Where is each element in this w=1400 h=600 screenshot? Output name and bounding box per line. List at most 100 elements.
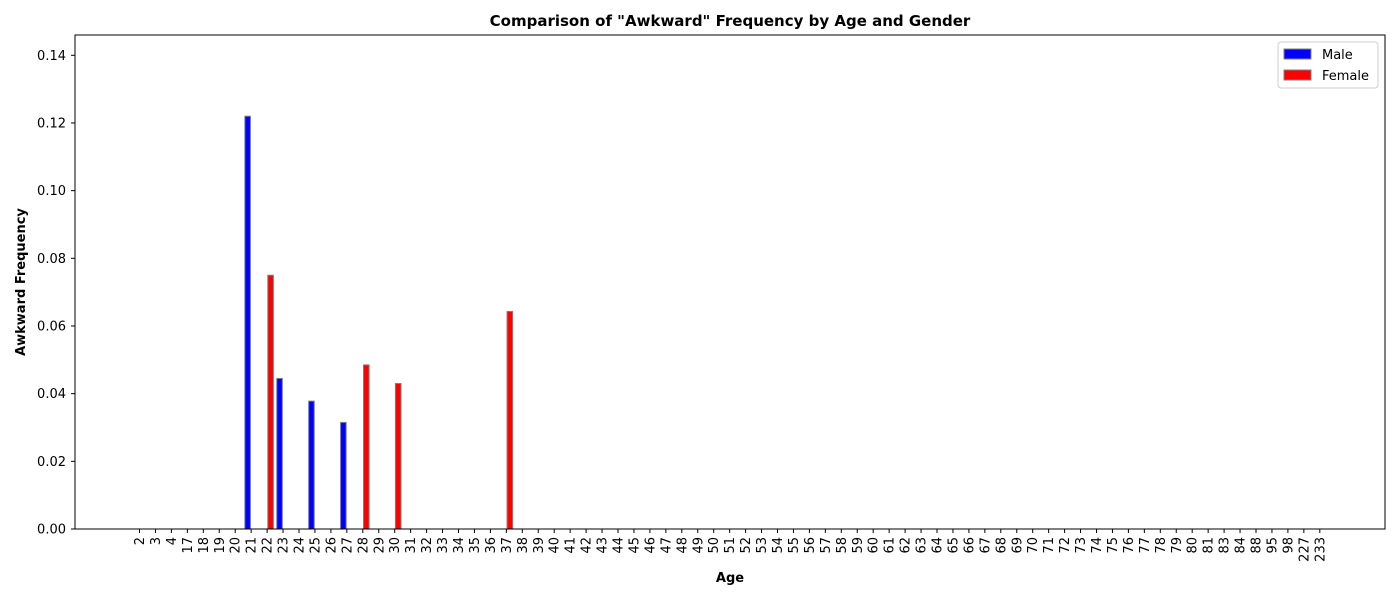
x-tick-label: 70 — [1026, 537, 1041, 554]
x-tick-label: 76 — [1122, 537, 1137, 554]
legend-swatch-female — [1283, 69, 1312, 81]
x-tick-label: 60 — [867, 537, 882, 554]
x-tick-label: 84 — [1234, 537, 1249, 554]
x-tick-label: 24 — [293, 537, 308, 554]
x-tick-label: 17 — [181, 537, 196, 554]
bar-male-23 — [276, 377, 283, 530]
x-tick-label: 33 — [436, 537, 451, 554]
x-tick-label: 73 — [1074, 537, 1089, 554]
x-tick-label: 32 — [420, 537, 435, 554]
x-tick-label: 95 — [1265, 537, 1280, 554]
y-tick-label: 0.00 — [37, 523, 66, 538]
y-tick-label: 0.04 — [37, 387, 66, 402]
x-tick-label: 52 — [739, 537, 754, 554]
x-tick-label: 83 — [1218, 537, 1233, 554]
x-tick-label: 48 — [675, 537, 690, 554]
x-tick-label: 39 — [532, 537, 547, 554]
y-axis: 0.00 0.02 0.04 0.06 0.08 0.10 0.12 0.14 — [37, 49, 75, 538]
x-tick-label: 53 — [755, 537, 770, 554]
x-tick-label: 51 — [723, 537, 738, 554]
x-tick-label: 41 — [564, 537, 579, 554]
x-tick-label: 63 — [915, 537, 930, 554]
bar-female-22 — [267, 274, 274, 530]
x-tick-label: 61 — [883, 537, 898, 554]
x-tick-label: 68 — [994, 537, 1009, 554]
y-tick-label: 0.02 — [37, 455, 66, 470]
x-tick-label: 79 — [1170, 537, 1185, 554]
x-tick-label: 98 — [1281, 537, 1296, 554]
bar-male-27 — [340, 421, 347, 530]
bar-female-28 — [363, 364, 370, 530]
x-tick-label: 81 — [1202, 537, 1217, 554]
x-tick-label: 54 — [771, 537, 786, 554]
x-tick-label: 71 — [1042, 537, 1057, 554]
x-tick-label: 3 — [149, 537, 164, 545]
x-tick-label: 18 — [197, 537, 212, 554]
x-tick-label: 62 — [899, 537, 914, 554]
x-tick-label: 2 — [133, 537, 148, 545]
y-tick-label: 0.06 — [37, 319, 66, 334]
x-tick-label: 19 — [213, 537, 228, 554]
y-tick-label: 0.10 — [37, 184, 66, 199]
x-tick-label: 40 — [548, 537, 563, 554]
x-tick-label: 49 — [691, 537, 706, 554]
legend-label-female: Female — [1322, 69, 1369, 84]
legend-label-male: Male — [1322, 48, 1353, 63]
bar-male-21 — [244, 115, 251, 530]
x-axis-label: Age — [716, 571, 744, 586]
x-tick-label: 37 — [500, 537, 515, 554]
x-tick-label: 43 — [596, 537, 611, 554]
y-tick-label: 0.12 — [37, 116, 66, 131]
x-tick-label: 42 — [580, 537, 595, 554]
chart-title: Comparison of "Awkward" Frequency by Age… — [490, 12, 971, 30]
x-tick-label: 75 — [1106, 537, 1121, 554]
x-tick-label: 233 — [1313, 537, 1328, 562]
x-tick-label: 31 — [404, 537, 419, 554]
x-tick-label: 88 — [1250, 537, 1265, 554]
x-tick-label: 64 — [931, 537, 946, 554]
x-tick-label: 26 — [324, 537, 339, 554]
x-tick-label: 22 — [261, 537, 276, 554]
x-tick-label: 46 — [643, 537, 658, 554]
x-tick-label: 30 — [388, 537, 403, 554]
x-tick-label: 227 — [1297, 537, 1312, 562]
x-tick-label: 56 — [803, 537, 818, 554]
bars-layer — [244, 115, 514, 530]
x-tick-label: 28 — [356, 537, 371, 554]
x-tick-label: 21 — [245, 537, 260, 554]
x-tick-label: 38 — [516, 537, 531, 554]
x-tick-label: 25 — [308, 537, 323, 554]
bar-male-25 — [308, 400, 315, 530]
x-axis: 2 3 4 17 18 19 20 21 22 23 24 25 26 27 28 29 30 31 32 33 34 3… — [133, 529, 1328, 562]
x-tick-label: 44 — [612, 537, 627, 554]
legend-swatch-male — [1283, 48, 1312, 60]
x-tick-label: 34 — [452, 537, 467, 554]
bar-female-37 — [506, 310, 514, 530]
x-tick-label: 59 — [851, 537, 866, 554]
x-tick-label: 72 — [1058, 537, 1073, 554]
x-tick-label: 66 — [962, 537, 977, 554]
x-tick-label: 45 — [627, 537, 642, 554]
x-tick-label: 58 — [835, 537, 850, 554]
y-tick-label: 0.08 — [37, 252, 66, 267]
x-tick-label: 74 — [1090, 537, 1105, 554]
x-tick-label: 78 — [1154, 537, 1169, 554]
x-tick-label: 57 — [819, 537, 834, 554]
x-tick-label: 50 — [707, 537, 722, 554]
x-tick-label: 67 — [978, 537, 993, 554]
x-tick-label: 4 — [165, 537, 180, 545]
x-tick-label: 20 — [229, 537, 244, 554]
y-tick-label: 0.14 — [37, 49, 66, 64]
x-tick-label: 29 — [372, 537, 387, 554]
x-tick-label: 69 — [1010, 537, 1025, 554]
x-tick-label: 36 — [484, 537, 499, 554]
x-tick-label: 55 — [787, 537, 802, 554]
x-tick-label: 27 — [340, 537, 355, 554]
x-tick-label: 35 — [468, 537, 483, 554]
x-tick-label: 80 — [1186, 537, 1201, 554]
legend: Male Female — [1277, 41, 1379, 89]
y-axis-label: Awkward Frequency — [14, 208, 29, 356]
x-tick-label: 77 — [1138, 537, 1153, 554]
x-tick-label: 23 — [277, 537, 292, 554]
